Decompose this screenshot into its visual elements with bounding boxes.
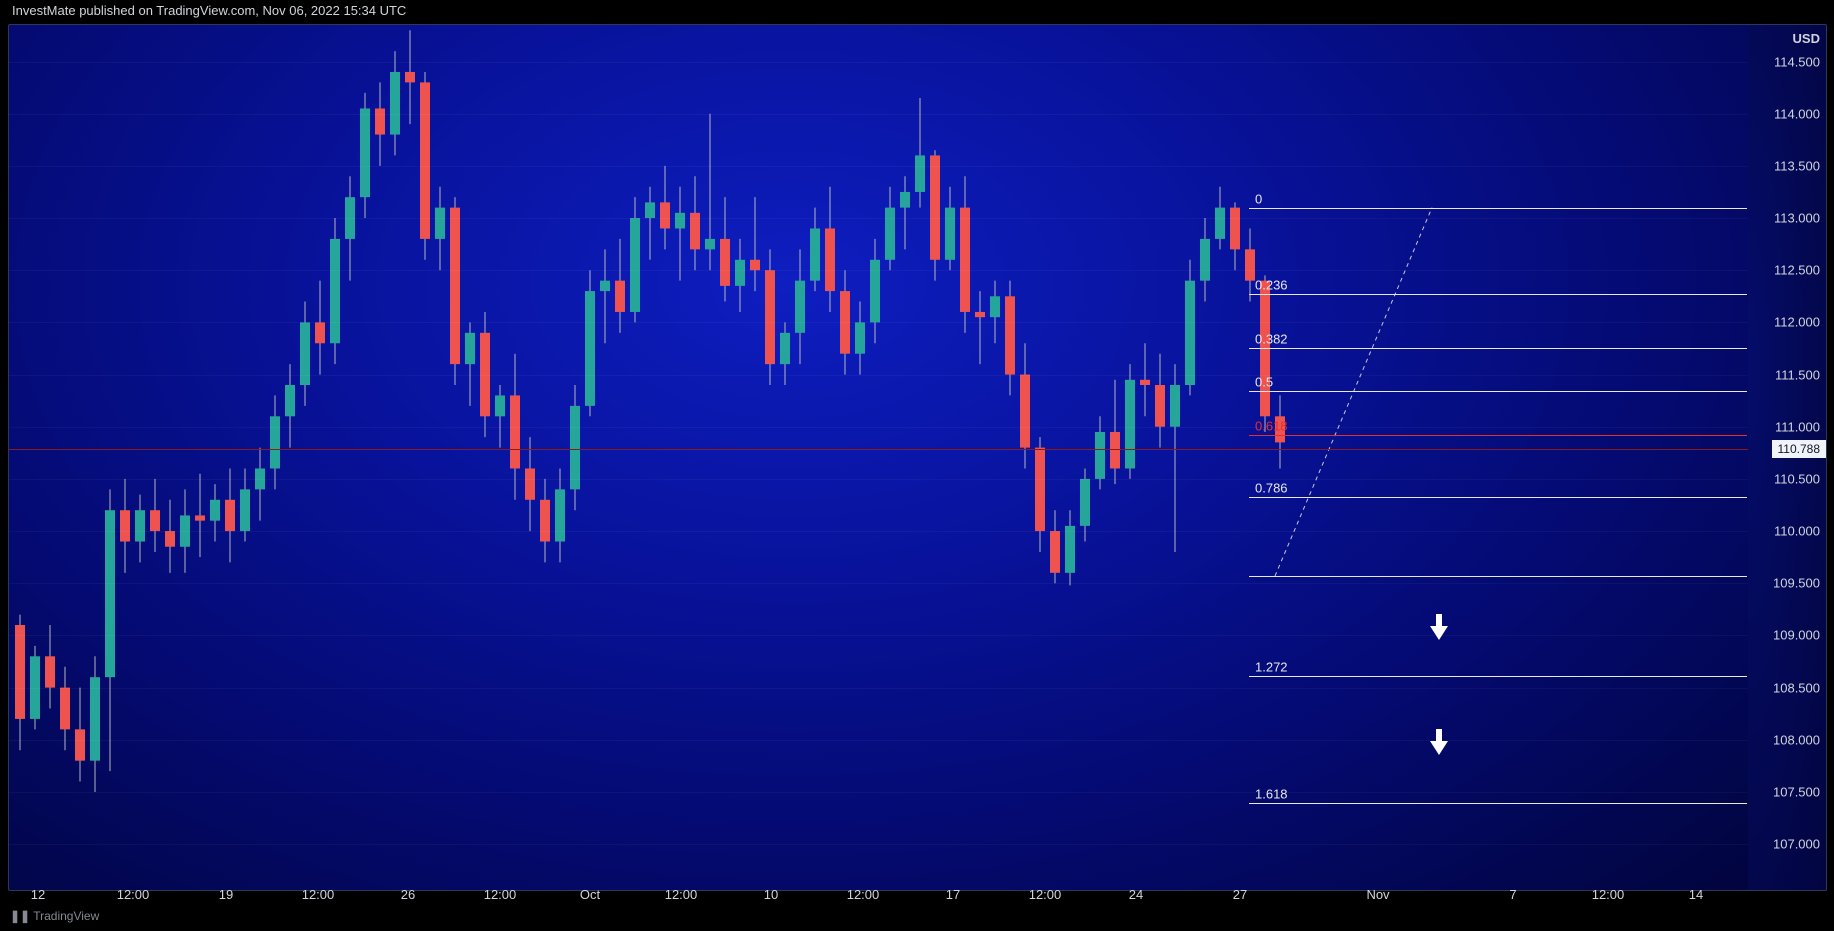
xtick-label: 12:00 <box>665 887 698 902</box>
xtick-label: 27 <box>1233 887 1247 902</box>
ytick-label: 107.500 <box>1773 784 1820 799</box>
grid-line <box>9 114 1749 115</box>
grid-line <box>9 531 1749 532</box>
fib-level-line <box>1249 576 1747 577</box>
grid-line <box>9 479 1749 480</box>
fib-level-label: 0 <box>1255 191 1262 206</box>
fib-level-line <box>1249 497 1747 498</box>
xtick-label: 10 <box>764 887 778 902</box>
last-price-line <box>9 449 1749 450</box>
ytick-label: 113.500 <box>1774 158 1820 173</box>
grid-line <box>9 218 1749 219</box>
fib-level-label: 1.618 <box>1255 787 1288 802</box>
ytick-label: 110.500 <box>1774 471 1820 486</box>
ytick-label: 109.000 <box>1773 628 1820 643</box>
fib-level-line <box>1249 208 1747 209</box>
ytick-label: 109.500 <box>1773 576 1820 591</box>
grid-line <box>9 740 1749 741</box>
xtick-label: 12:00 <box>302 887 335 902</box>
ytick-label: 107.000 <box>1773 837 1820 852</box>
ytick-label: 114.500 <box>1774 54 1820 69</box>
ytick-label: 113.000 <box>1774 211 1820 226</box>
fib-level-label: 0.618 <box>1255 419 1288 434</box>
xtick-label: 12:00 <box>1029 887 1062 902</box>
fib-level-label: 1.272 <box>1255 660 1288 675</box>
fib-level-label: 0.786 <box>1255 480 1288 495</box>
grid-line <box>9 635 1749 636</box>
fib-level-line <box>1249 435 1747 436</box>
xtick-label: 24 <box>1129 887 1143 902</box>
xtick-label: 12:00 <box>1592 887 1625 902</box>
down-arrow-icon <box>1426 727 1452 765</box>
fib-level-label: 0.382 <box>1255 332 1288 347</box>
fib-level-label: 0.236 <box>1255 278 1288 293</box>
last-price-tag: 110.788 <box>1772 440 1827 458</box>
down-arrow-icon <box>1426 612 1452 650</box>
ytick-label: 111.500 <box>1775 367 1820 382</box>
grid-line <box>9 583 1749 584</box>
fib-level-line <box>1249 676 1747 677</box>
fib-level-line <box>1249 803 1747 804</box>
grid-line <box>9 166 1749 167</box>
ytick-label: 111.000 <box>1775 419 1820 434</box>
xtick-label: 12:00 <box>847 887 880 902</box>
ytick-label: 112.500 <box>1774 263 1820 278</box>
ytick-label: 110.000 <box>1774 524 1820 539</box>
ytick-label: 108.000 <box>1773 732 1820 747</box>
top-caption: InvestMate published on TradingView.com,… <box>0 0 1834 25</box>
grid-line <box>9 322 1749 323</box>
ytick-label: 112.000 <box>1774 315 1820 330</box>
grid-line <box>9 62 1749 63</box>
x-axis: 12 12:00 19 12:00 26 12:00 Oct 12:00 10 12:00 17 12… <box>8 885 1748 907</box>
grid-line <box>9 688 1749 689</box>
grid-line <box>9 270 1749 271</box>
fib-level-label: 0.5 <box>1255 375 1273 390</box>
xtick-label: 26 <box>401 887 415 902</box>
xtick-label: 12:00 <box>484 887 517 902</box>
xtick-label: 19 <box>219 887 233 902</box>
bottom-brand-bar: ❚❚ TradingView <box>0 907 1834 931</box>
publisher-line: InvestMate published on TradingView.com,… <box>12 3 406 18</box>
grid-line <box>9 844 1749 845</box>
tv-logo-icon: ❚❚ <box>10 909 30 923</box>
xtick-label: 17 <box>946 887 960 902</box>
chart-root: InvestMate published on TradingView.com,… <box>0 0 1834 931</box>
xtick-label: 14 <box>1689 887 1703 902</box>
grid-line <box>9 375 1749 376</box>
xtick-label: 12:00 <box>117 887 150 902</box>
xtick-label: 12 <box>31 887 45 902</box>
fib-level-line <box>1249 391 1747 392</box>
grid-line <box>9 427 1749 428</box>
fib-level-line <box>1249 294 1747 295</box>
y-axis: USD 110.788 107.000 107.500 108.000 108.500… <box>1748 24 1827 891</box>
xtick-label: Oct <box>580 887 600 902</box>
chart-plot-area[interactable]: 0 0.236 0.382 0.5 0.618 0.786 1.272 1.618 <box>8 24 1750 891</box>
grid-line <box>9 792 1749 793</box>
ytick-label: 108.500 <box>1773 680 1820 695</box>
brand-label: TradingView <box>33 909 99 923</box>
xtick-label: Nov <box>1366 887 1389 902</box>
fib-level-line <box>1249 348 1747 349</box>
ytick-label: 114.000 <box>1774 106 1820 121</box>
currency-label: USD <box>1793 31 1820 46</box>
xtick-label: 7 <box>1509 887 1516 902</box>
